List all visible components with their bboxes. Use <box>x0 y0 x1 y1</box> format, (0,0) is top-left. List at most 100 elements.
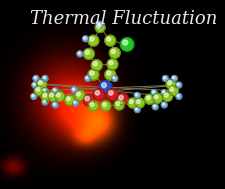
Text: Thermal Fluctuation: Thermal Fluctuation <box>30 10 217 28</box>
Circle shape <box>145 94 155 104</box>
Circle shape <box>53 89 55 91</box>
Circle shape <box>161 102 167 108</box>
Circle shape <box>135 94 137 96</box>
Circle shape <box>153 93 162 103</box>
Circle shape <box>107 59 118 70</box>
Circle shape <box>55 91 65 101</box>
Circle shape <box>162 76 168 81</box>
Circle shape <box>95 91 100 95</box>
Circle shape <box>38 81 42 85</box>
Circle shape <box>114 100 124 110</box>
Circle shape <box>33 76 39 81</box>
Circle shape <box>88 35 99 46</box>
Circle shape <box>52 88 58 94</box>
Circle shape <box>135 98 144 108</box>
Circle shape <box>50 93 53 97</box>
Circle shape <box>177 94 179 97</box>
Circle shape <box>162 103 164 105</box>
Circle shape <box>113 77 115 79</box>
Circle shape <box>152 104 158 110</box>
Circle shape <box>85 96 90 101</box>
Circle shape <box>91 60 102 71</box>
Circle shape <box>162 91 164 93</box>
Circle shape <box>102 103 106 106</box>
Circle shape <box>163 77 166 79</box>
Circle shape <box>95 22 105 32</box>
Circle shape <box>83 37 86 39</box>
Circle shape <box>75 91 85 100</box>
Circle shape <box>71 87 77 93</box>
Circle shape <box>109 47 120 58</box>
Circle shape <box>98 22 100 25</box>
Circle shape <box>42 76 48 81</box>
Circle shape <box>83 94 95 106</box>
Circle shape <box>177 83 179 85</box>
Circle shape <box>34 86 44 96</box>
Circle shape <box>117 93 128 105</box>
Circle shape <box>123 40 128 45</box>
Circle shape <box>52 102 58 108</box>
Circle shape <box>164 93 168 97</box>
Circle shape <box>90 103 94 106</box>
Circle shape <box>85 76 91 81</box>
Circle shape <box>43 100 45 102</box>
Circle shape <box>136 100 140 104</box>
Circle shape <box>32 82 38 88</box>
Circle shape <box>154 95 158 99</box>
Circle shape <box>77 51 83 57</box>
Circle shape <box>129 100 133 104</box>
Circle shape <box>85 50 89 54</box>
Circle shape <box>48 91 58 101</box>
Circle shape <box>43 93 47 97</box>
Circle shape <box>88 69 99 80</box>
Circle shape <box>119 95 123 100</box>
Circle shape <box>109 91 113 95</box>
Circle shape <box>111 49 115 53</box>
Circle shape <box>43 89 45 91</box>
Circle shape <box>166 79 176 89</box>
Circle shape <box>86 77 88 79</box>
Circle shape <box>128 98 138 108</box>
Circle shape <box>93 89 105 100</box>
Circle shape <box>42 88 48 94</box>
Circle shape <box>32 94 34 97</box>
Circle shape <box>105 35 116 46</box>
Circle shape <box>176 82 182 88</box>
Circle shape <box>36 88 40 91</box>
Circle shape <box>120 38 134 51</box>
Circle shape <box>107 89 118 100</box>
Circle shape <box>73 101 76 103</box>
Circle shape <box>97 24 101 28</box>
Circle shape <box>134 93 140 98</box>
Circle shape <box>34 77 36 79</box>
Circle shape <box>153 105 155 107</box>
Circle shape <box>168 86 178 96</box>
Circle shape <box>163 91 173 101</box>
Circle shape <box>33 83 35 85</box>
Circle shape <box>93 62 97 66</box>
Circle shape <box>78 52 80 54</box>
Circle shape <box>171 76 177 81</box>
Circle shape <box>88 101 98 111</box>
Circle shape <box>37 79 47 89</box>
Circle shape <box>83 48 94 59</box>
Circle shape <box>41 91 51 101</box>
Circle shape <box>53 103 55 105</box>
Circle shape <box>168 81 171 85</box>
Circle shape <box>90 37 94 41</box>
Circle shape <box>76 92 80 96</box>
Circle shape <box>161 90 167 95</box>
Circle shape <box>56 93 60 97</box>
Circle shape <box>109 61 113 65</box>
Circle shape <box>172 77 175 79</box>
Circle shape <box>151 90 157 95</box>
Circle shape <box>112 76 118 81</box>
Circle shape <box>31 94 37 99</box>
Circle shape <box>146 96 150 100</box>
Circle shape <box>99 81 112 93</box>
Circle shape <box>105 69 116 80</box>
Circle shape <box>90 71 94 75</box>
Circle shape <box>107 37 111 41</box>
Circle shape <box>83 36 88 42</box>
Circle shape <box>176 94 182 99</box>
